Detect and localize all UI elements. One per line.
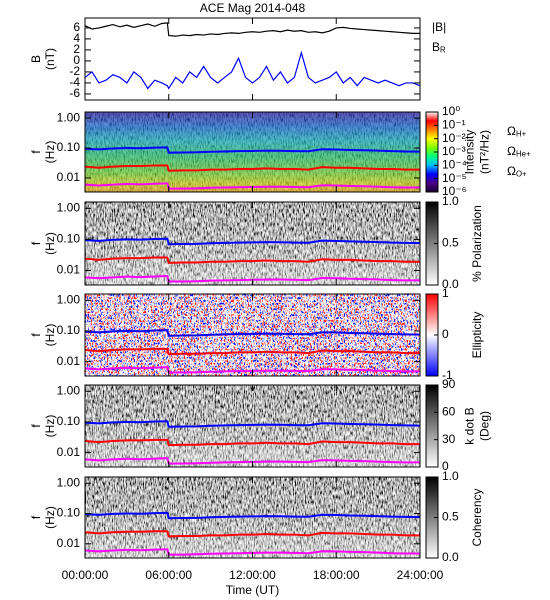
- x-tick-label: 00:00:00: [62, 568, 109, 582]
- y-axis-label: (Hz): [43, 141, 57, 164]
- colorbar-tick-label: 10⁻⁶: [442, 184, 467, 198]
- spectrogram-texture: [85, 112, 420, 192]
- series-line: [84, 275, 420, 283]
- series-line: [84, 548, 420, 556]
- colorbar-tick-label: 1: [442, 286, 449, 300]
- y-axis-label: B: [29, 55, 43, 63]
- y-tick-label: -6: [69, 86, 80, 100]
- y-tick-label: 1.00: [57, 110, 81, 124]
- y-tick-label: 0: [73, 53, 80, 67]
- y-axis-label: f: [29, 515, 43, 519]
- y-tick-label: 0.01: [57, 354, 81, 368]
- colorbar-label: (nT²/Hz): [478, 130, 492, 174]
- y-tick-label: 0.01: [57, 445, 81, 459]
- y-axis-label: (Hz): [43, 506, 57, 529]
- colorbar-tick-label: 90: [442, 377, 456, 391]
- colorbar-label: Coherency: [470, 488, 484, 546]
- y-axis-label: f: [29, 424, 43, 428]
- colorbar-tick-label: 10⁻⁵: [442, 171, 467, 185]
- series-line: [84, 438, 420, 447]
- series-line: [84, 329, 421, 337]
- series-line: [84, 420, 421, 428]
- colorbar-tick-label: 0.0: [442, 550, 459, 564]
- colorbar-tick-label: 0: [442, 327, 449, 341]
- y-tick-label: -2: [69, 64, 80, 78]
- spectrogram-shade: [85, 477, 420, 558]
- colorbar-tick-label: 0: [442, 459, 449, 473]
- legend-label: ΩO+: [507, 164, 527, 179]
- spectrogram-shade: [85, 202, 420, 285]
- y-axis-label: f: [29, 333, 43, 337]
- y-axis-label: (Hz): [43, 232, 57, 255]
- series-line: [84, 457, 420, 465]
- series-line: [84, 530, 420, 538]
- y-axis-label: f: [29, 241, 43, 245]
- colorbar-label: k dot B: [463, 407, 477, 444]
- colorbar-label: Intensity: [463, 130, 477, 175]
- y-tick-label: -4: [69, 75, 80, 89]
- y-axis-label: (Hz): [43, 324, 57, 347]
- colorbar-tick-label: 0.5: [442, 510, 459, 524]
- y-tick-label: 0.10: [57, 414, 81, 428]
- y-tick-label: 6: [73, 20, 80, 34]
- colorbar-tick-label: 1.0: [442, 469, 459, 483]
- x-tick-label: 24:00:00: [397, 568, 444, 582]
- colorbar-label: Ellipticity: [470, 312, 484, 359]
- chart-title: ACE Mag 2014-048: [200, 1, 306, 15]
- series-line: [84, 182, 420, 190]
- colorbar: [425, 384, 439, 468]
- colorbar-tick-label: 0.5: [442, 236, 459, 250]
- x-tick-label: 06:00:00: [145, 568, 192, 582]
- x-axis-label: Time (UT): [226, 583, 280, 597]
- x-tick-label: 12:00:00: [229, 568, 276, 582]
- colorbar-tick-label: -1: [442, 368, 453, 382]
- series-line: [84, 50, 421, 90]
- series-line: [84, 164, 420, 172]
- colorbar-tick-label: 60: [442, 405, 456, 419]
- colorbar-tick-label: 10⁻⁴: [442, 158, 467, 172]
- spectrogram-background: [85, 294, 420, 376]
- series-line: [84, 511, 421, 520]
- series-line: [84, 237, 421, 246]
- legend-label: ΩH+: [507, 124, 527, 139]
- legend-label: |B|: [432, 20, 446, 34]
- y-tick-label: 4: [73, 31, 80, 45]
- colorbar-tick-label: 10⁻³: [442, 144, 466, 158]
- colorbar-tick-label: 10⁻²: [442, 131, 466, 145]
- series-line: [84, 22, 420, 37]
- y-tick-label: 1.00: [57, 383, 81, 397]
- series-line: [84, 347, 420, 356]
- colorbar-tick-label: 1.0: [442, 194, 459, 208]
- legend-label: ΩHe+: [507, 144, 531, 159]
- y-tick-label: 1.00: [57, 475, 81, 489]
- y-tick-label: 1.00: [57, 201, 81, 215]
- y-axis-label: f: [29, 150, 43, 154]
- y-tick-label: 2: [73, 42, 80, 56]
- colorbar-tick-label: 10⁰: [442, 104, 460, 118]
- y-axis-label: (Hz): [43, 415, 57, 438]
- y-tick-label: 0.10: [57, 140, 81, 154]
- series-line: [84, 256, 420, 264]
- colorbar-label: % Polarization: [470, 205, 484, 282]
- y-tick-label: 0.01: [57, 536, 81, 550]
- colorbar-tick-label: 10⁻¹: [442, 118, 466, 132]
- y-axis-label: (nT): [43, 48, 57, 70]
- y-tick-label: 0.01: [57, 170, 81, 184]
- series-line: [84, 146, 421, 154]
- series-line: [84, 366, 420, 374]
- y-tick-label: 0.10: [57, 506, 81, 520]
- colorbar-tick-label: 30: [442, 432, 456, 446]
- legend-label: BR: [432, 40, 446, 55]
- spectrogram-shade: [85, 385, 420, 467]
- colorbar-label: (Deg): [478, 411, 492, 441]
- x-tick-label: 18:00:00: [313, 568, 360, 582]
- y-tick-label: 0.10: [57, 323, 81, 337]
- y-tick-label: 0.01: [57, 263, 81, 277]
- y-tick-label: 0.10: [57, 232, 81, 246]
- y-tick-label: 1.00: [57, 292, 81, 306]
- colorbar-tick-label: 0.0: [442, 277, 459, 291]
